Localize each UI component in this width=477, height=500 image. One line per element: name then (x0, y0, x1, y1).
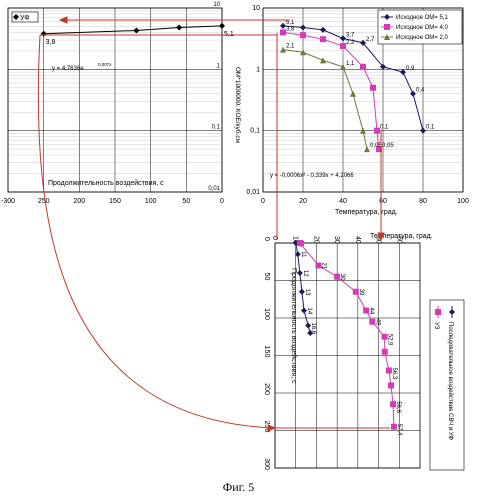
bottom-data-point (388, 383, 394, 389)
bottom-data-point (382, 349, 388, 355)
bottom-data-label: 56,3 (391, 368, 397, 380)
right-data-point (320, 57, 326, 63)
right-x-tick-label: 100 (457, 198, 469, 205)
bottom-time-tick-label: 150 (263, 346, 270, 358)
left-y-tick-label: 10 (213, 2, 220, 8)
left-trend-equation: y = 4,7636e (52, 66, 84, 72)
right-data-point (370, 85, 376, 91)
bottom-time-tick-label: 0 (263, 237, 270, 241)
right-series-line (283, 50, 367, 150)
right-y-axis-title: ОМ*1000000, КОЕ/куб.см (234, 67, 242, 144)
connector-curve-head (268, 425, 275, 431)
left-data-label: 3,8 (46, 39, 56, 46)
bottom-data-label: 39 (358, 289, 364, 296)
left-y-tick-label: 1 (217, 63, 221, 69)
bottom-time-tick-label: 50 (263, 273, 270, 281)
left-x-axis-title: Продолжительность воздействия, с (48, 179, 164, 187)
right-legend-label: Исходное ОМ= 5,1 (396, 15, 448, 21)
bottom-chart: 0102030405060050100150200250300Температу… (263, 233, 464, 470)
left-y-tick-label: 0,1 (212, 125, 221, 131)
bottom-data-label: 13 (304, 289, 310, 296)
right-data-point (320, 27, 326, 33)
bottom-time-axis-title: Продолжительность воздействия, с (290, 268, 298, 384)
left-series-line (44, 26, 222, 34)
left-x-tick-label: -300 (1, 198, 15, 205)
bottom-data-label: 44 (368, 308, 374, 315)
left-x-tick-label: 50 (182, 198, 190, 205)
right-data-label: 0,4 (416, 88, 425, 94)
bottom-time-tick-label: 200 (263, 383, 270, 395)
right-y-tick-label: 1 (256, 66, 260, 73)
right-data-label: 3,7 (346, 32, 355, 38)
right-legend-marker (384, 24, 390, 30)
bottom-data-label: 49 (374, 319, 380, 326)
bottom-data-label: 12 (302, 270, 308, 277)
bottom-data-label: 14 (306, 308, 312, 315)
left-data-point (133, 27, 139, 33)
right-data-point (360, 64, 366, 70)
right-data-label: 2,2 (346, 40, 355, 46)
right-x-axis-title: Температура, град. (335, 209, 398, 216)
bottom-time-tick-label: 100 (263, 308, 270, 320)
right-data-label: 1,1 (346, 61, 355, 67)
left-legend-label: УФ (20, 15, 30, 22)
right-x-tick-label: 0 (261, 198, 265, 205)
bottom-data-label: 11 (300, 251, 306, 258)
left-chart: -300 250 200 150 100 50 0 10 1 0,1 0,01 УФ 3,8 5,1 y =… (1, 2, 234, 205)
bottom-data-label: 21 (321, 263, 327, 270)
right-data-label: 2,1 (286, 44, 295, 50)
right-legend-label: Исходное ОМ= 2,0 (396, 35, 448, 41)
right-y-tick-label: 0,1 (250, 128, 260, 135)
bottom-legend-label: Последовательное воздействие СВЧ и УФ (447, 322, 454, 440)
right-data-label: 0,05 (370, 143, 382, 149)
right-data-label: 0,9 (406, 66, 415, 72)
bottom-legend-marker (435, 309, 441, 315)
bottom-data-label: 52,9 (387, 334, 393, 346)
bottom-temp-tick-label: 40 (354, 236, 361, 244)
right-data-label: 2,7 (366, 37, 375, 43)
right-data-point (300, 32, 306, 38)
bottom-data-label: 56,6 (395, 401, 401, 413)
right-legend-label: Исходное ОМ= 4,0 (396, 25, 448, 31)
right-data-point (320, 36, 326, 42)
right-data-label: 0,1 (380, 125, 389, 131)
right-data-label: 5,1 (286, 20, 295, 26)
left-trend-exponent: 0,007x (98, 62, 112, 67)
bottom-temp-tick-label: 30 (333, 236, 340, 244)
right-x-tick-label: 20 (299, 198, 307, 205)
figure-caption: Фиг. 5 (0, 480, 477, 495)
left-x-tick-label: 200 (73, 198, 85, 205)
right-trend-equation: y = -0,0006x² - 0,339x + 4,2066 (270, 173, 354, 179)
left-data-point (41, 31, 47, 37)
right-y-tick-label: 10 (252, 5, 260, 12)
left-x-tick-label: 100 (145, 198, 157, 205)
right-data-label: 0,1 (426, 125, 435, 131)
right-x-tick-label: 80 (419, 198, 427, 205)
right-data-point (300, 25, 306, 31)
left-x-tick-label: 250 (38, 198, 50, 205)
left-y-tick-label: 0,01 (208, 186, 220, 192)
right-data-label: 3,8 (286, 26, 295, 32)
right-chart: 0 20 40 60 80 100 10 1 0,1 0,01 Температура, град.… (234, 5, 469, 216)
left-x-tick-label: 0 (220, 198, 224, 205)
bottom-series-line (300, 243, 394, 427)
bottom-data-label: 57,4 (396, 424, 402, 436)
right-data-label: 0,05 (382, 143, 394, 149)
left-data-point (219, 23, 225, 29)
bottom-legend-label: УЗ (433, 322, 439, 330)
bottom-data-label: 30 (339, 274, 345, 281)
left-x-tick-label: 150 (109, 198, 121, 205)
left-data-point (176, 25, 182, 31)
bottom-time-tick-label: 300 (263, 458, 270, 470)
left-data-label: 5,1 (224, 31, 234, 38)
bottom-data-point (297, 240, 303, 246)
arrow-top-head (60, 17, 67, 23)
bottom-temp-tick-label: 20 (312, 236, 319, 244)
right-x-tick-label: 40 (339, 198, 347, 205)
right-x-tick-label: 60 (379, 198, 387, 205)
right-y-tick-label: 0,01 (246, 189, 260, 196)
